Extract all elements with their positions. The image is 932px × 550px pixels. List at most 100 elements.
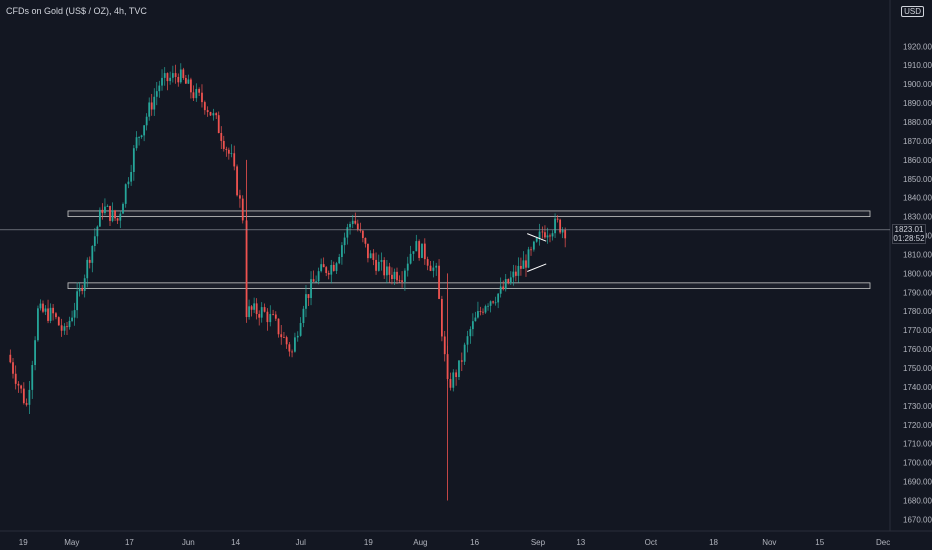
candle-body (564, 229, 567, 239)
candle-body (388, 266, 391, 275)
candle-body (532, 241, 535, 250)
candle-body (351, 220, 354, 224)
candle-body (294, 337, 296, 352)
candle-body (406, 263, 409, 271)
time-tick-label: 13 (576, 538, 585, 547)
last-price-value: 1823.01 (894, 224, 924, 234)
candle-body (517, 265, 520, 276)
candle-body (477, 311, 479, 318)
candle-body (44, 308, 47, 312)
candle-body (479, 311, 482, 312)
candle-body (487, 305, 489, 307)
candle-body (302, 308, 305, 324)
candle-body (63, 326, 66, 331)
candle-body (412, 251, 415, 254)
price-tick-label: 1750.00 (903, 364, 932, 373)
candle-body (209, 112, 212, 116)
time-tick-label: 17 (125, 538, 134, 547)
candle-body (291, 351, 293, 353)
candle-body (469, 329, 472, 337)
price-tick-label: 1790.00 (903, 288, 932, 297)
candle-body (150, 102, 153, 110)
time-tick-label: 18 (709, 538, 718, 547)
time-tick-label: Dec (876, 538, 890, 547)
candle-body (443, 336, 446, 355)
time-tick-label: 19 (364, 538, 373, 547)
candle-body (409, 253, 412, 264)
candle-body (158, 85, 161, 92)
candle-body (299, 323, 302, 336)
candle-body (546, 235, 549, 238)
candle-body (104, 206, 106, 214)
candle-body (68, 320, 71, 328)
candle-body (509, 277, 512, 284)
currency-label[interactable]: USD (901, 6, 924, 17)
candle-body (332, 264, 335, 271)
candle-body (380, 260, 383, 262)
candle-body (335, 263, 338, 271)
candle-body (307, 294, 310, 298)
candle-body (338, 257, 341, 264)
candle-body (163, 73, 166, 78)
candle-body (385, 266, 388, 276)
candle-body (322, 264, 325, 268)
price-tick-label: 1700.00 (903, 459, 932, 468)
price-tick-label: 1710.00 (903, 440, 932, 449)
candle-body (522, 260, 525, 269)
candle-body (438, 265, 440, 299)
time-tick-label: Sep (531, 538, 546, 547)
candle-body (383, 260, 386, 276)
candle-body (86, 259, 89, 279)
candle-body (460, 360, 463, 362)
symbol-title[interactable]: CFDs on Gold (US$ / OZ), 4h, TVC (6, 6, 147, 16)
price-tick-label: 1780.00 (903, 307, 932, 316)
candle-body (269, 314, 272, 323)
candle-body (25, 403, 28, 405)
candle-body (551, 233, 554, 237)
candle-body (212, 113, 215, 116)
candle-body (71, 317, 73, 321)
candle-body (497, 293, 500, 303)
candle-body (203, 102, 206, 111)
candle-body (426, 259, 429, 266)
candle-body (305, 294, 307, 309)
candle-body (455, 372, 458, 378)
candle-body (143, 125, 146, 136)
candle-body (52, 307, 55, 314)
candle-body (138, 136, 140, 138)
price-tick-label: 1830.00 (903, 213, 932, 222)
candle-body (391, 274, 393, 280)
candle-body (330, 264, 333, 275)
candle-body (37, 308, 39, 341)
price-tick-label: 1810.00 (903, 250, 932, 259)
candle-body (364, 237, 367, 244)
candle-body (34, 340, 36, 366)
candle-body (220, 133, 223, 141)
price-tick-label: 1880.00 (903, 118, 932, 127)
price-tick-label: 1900.00 (903, 80, 932, 89)
candle-body (263, 307, 266, 312)
candle-body (145, 116, 148, 126)
candle-body (127, 181, 130, 185)
price-tick-label: 1860.00 (903, 156, 932, 165)
time-tick-label: 14 (231, 538, 240, 547)
candle-body (274, 314, 277, 319)
candle-body (401, 280, 403, 282)
price-zone (67, 210, 871, 218)
candle-body (96, 226, 99, 237)
candle-body (124, 184, 127, 204)
candle-body (73, 310, 76, 318)
candle-body (520, 265, 522, 269)
candle-body (248, 306, 250, 318)
candle-body (20, 385, 23, 389)
candle-body (255, 303, 258, 315)
candle-body (327, 272, 330, 275)
candle-body (494, 302, 497, 304)
candle-body (225, 148, 228, 150)
candle-body (285, 337, 288, 345)
candle-body (312, 279, 315, 282)
price-tick-label: 1850.00 (903, 175, 932, 184)
candle-body (169, 77, 172, 82)
